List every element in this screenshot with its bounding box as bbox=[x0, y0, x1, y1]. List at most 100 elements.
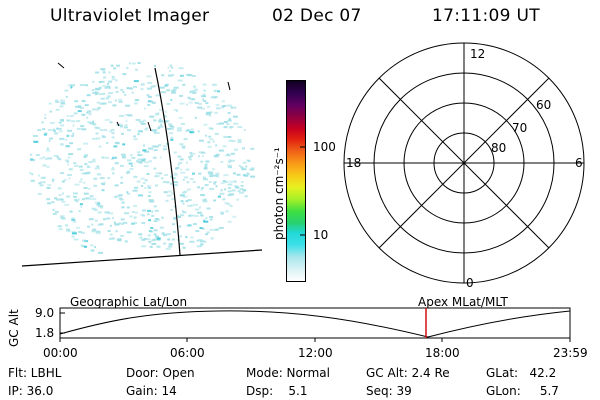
emission-speckle bbox=[30, 158, 34, 161]
emission-speckle bbox=[65, 95, 68, 98]
emission-speckle bbox=[189, 214, 195, 217]
emission-speckle bbox=[203, 100, 207, 102]
emission-speckle bbox=[241, 168, 247, 171]
emission-speckle bbox=[226, 123, 230, 126]
emission-speckle bbox=[178, 117, 183, 119]
emission-speckle bbox=[33, 135, 38, 137]
emission-speckle bbox=[148, 199, 154, 202]
emission-speckle bbox=[187, 188, 191, 191]
emission-speckle bbox=[212, 168, 215, 171]
emission-speckle bbox=[148, 230, 152, 232]
emission-speckle bbox=[182, 195, 188, 198]
emission-speckle bbox=[107, 230, 111, 232]
emission-speckle bbox=[40, 181, 46, 184]
emission-speckle bbox=[147, 213, 150, 216]
emission-speckle bbox=[173, 217, 177, 220]
emission-speckle bbox=[133, 135, 137, 138]
emission-speckle bbox=[90, 244, 94, 247]
emission-speckle bbox=[112, 217, 115, 220]
emission-speckle bbox=[148, 191, 152, 194]
emission-speckle bbox=[224, 180, 228, 183]
emission-speckle bbox=[189, 131, 195, 134]
emission-speckle bbox=[187, 129, 190, 132]
emission-speckle bbox=[198, 151, 204, 154]
emission-speckle bbox=[215, 153, 220, 156]
emission-speckle bbox=[154, 113, 159, 116]
emission-speckle bbox=[214, 228, 219, 231]
emission-speckle bbox=[158, 120, 163, 122]
emission-speckle bbox=[92, 120, 94, 123]
emission-speckle bbox=[54, 132, 59, 135]
emission-speckle bbox=[183, 138, 188, 141]
emission-speckle bbox=[162, 234, 167, 237]
emission-speckle bbox=[109, 233, 113, 236]
emission-speckle bbox=[102, 183, 105, 186]
emission-speckle bbox=[199, 227, 203, 229]
emission-speckle bbox=[221, 106, 225, 109]
emission-speckle bbox=[147, 186, 151, 189]
emission-speckle bbox=[55, 108, 60, 111]
emission-speckle bbox=[143, 119, 147, 122]
apex-label: Apex MLat/MLT bbox=[418, 295, 508, 309]
emission-speckle bbox=[74, 198, 78, 201]
mlt-label-12: 12 bbox=[470, 47, 486, 61]
emission-speckle bbox=[192, 181, 196, 183]
emission-speckle bbox=[193, 85, 196, 88]
emission-speckle bbox=[177, 155, 182, 158]
mlat-label-60: 60 bbox=[536, 98, 552, 112]
emission-speckle bbox=[96, 173, 101, 176]
emission-speckle bbox=[75, 200, 79, 203]
emission-speckle bbox=[146, 173, 150, 175]
emission-speckle bbox=[147, 100, 152, 103]
emission-speckle bbox=[133, 138, 138, 141]
emission-speckle bbox=[92, 198, 97, 201]
emission-speckle bbox=[66, 115, 69, 117]
emission-speckle bbox=[153, 229, 158, 232]
emission-speckle bbox=[205, 233, 209, 236]
emission-speckle bbox=[200, 243, 204, 246]
emission-speckle bbox=[153, 149, 158, 152]
emission-speckle bbox=[183, 190, 188, 193]
emission-speckle bbox=[135, 211, 138, 214]
emission-speckle bbox=[72, 230, 76, 233]
emission-speckle bbox=[97, 106, 101, 109]
emission-speckle bbox=[227, 190, 232, 193]
emission-speckle bbox=[203, 220, 209, 223]
emission-speckle bbox=[57, 127, 62, 130]
emission-speckle bbox=[127, 114, 133, 117]
emission-speckle bbox=[72, 124, 75, 127]
emission-speckle bbox=[207, 171, 213, 174]
x-tick-1200: 12:00 bbox=[298, 346, 333, 360]
emission-speckle bbox=[205, 102, 209, 104]
x-tick-0000: 00:00 bbox=[43, 346, 78, 360]
emission-speckle bbox=[94, 126, 99, 129]
emission-speckle bbox=[102, 92, 106, 95]
emission-speckle bbox=[154, 65, 157, 67]
emission-speckle bbox=[82, 198, 85, 201]
emission-speckle bbox=[235, 186, 240, 189]
emission-speckle bbox=[193, 90, 198, 93]
emission-speckle bbox=[177, 163, 180, 166]
emission-speckle bbox=[173, 86, 179, 89]
emission-speckle bbox=[120, 218, 125, 221]
emission-speckle bbox=[227, 112, 231, 114]
emission-speckle bbox=[74, 100, 79, 103]
emission-speckle bbox=[127, 159, 132, 162]
emission-speckle bbox=[101, 189, 105, 192]
emission-speckle bbox=[209, 175, 214, 178]
emission-speckle bbox=[188, 101, 193, 104]
x-tick-0600: 06:00 bbox=[170, 346, 205, 360]
emission-speckle bbox=[213, 181, 217, 183]
y-tick-1-8: 1.8 bbox=[35, 326, 55, 340]
emission-speckle bbox=[179, 143, 184, 146]
emission-speckle bbox=[113, 145, 118, 148]
emission-speckle bbox=[214, 111, 219, 114]
emission-speckle bbox=[210, 96, 216, 99]
emission-speckle bbox=[149, 245, 153, 248]
emission-speckle bbox=[155, 172, 160, 175]
emission-speckle bbox=[159, 118, 162, 121]
emission-speckle bbox=[69, 142, 74, 145]
emission-speckle bbox=[108, 212, 114, 215]
emission-speckle bbox=[64, 89, 69, 92]
emission-speckle bbox=[140, 88, 144, 91]
